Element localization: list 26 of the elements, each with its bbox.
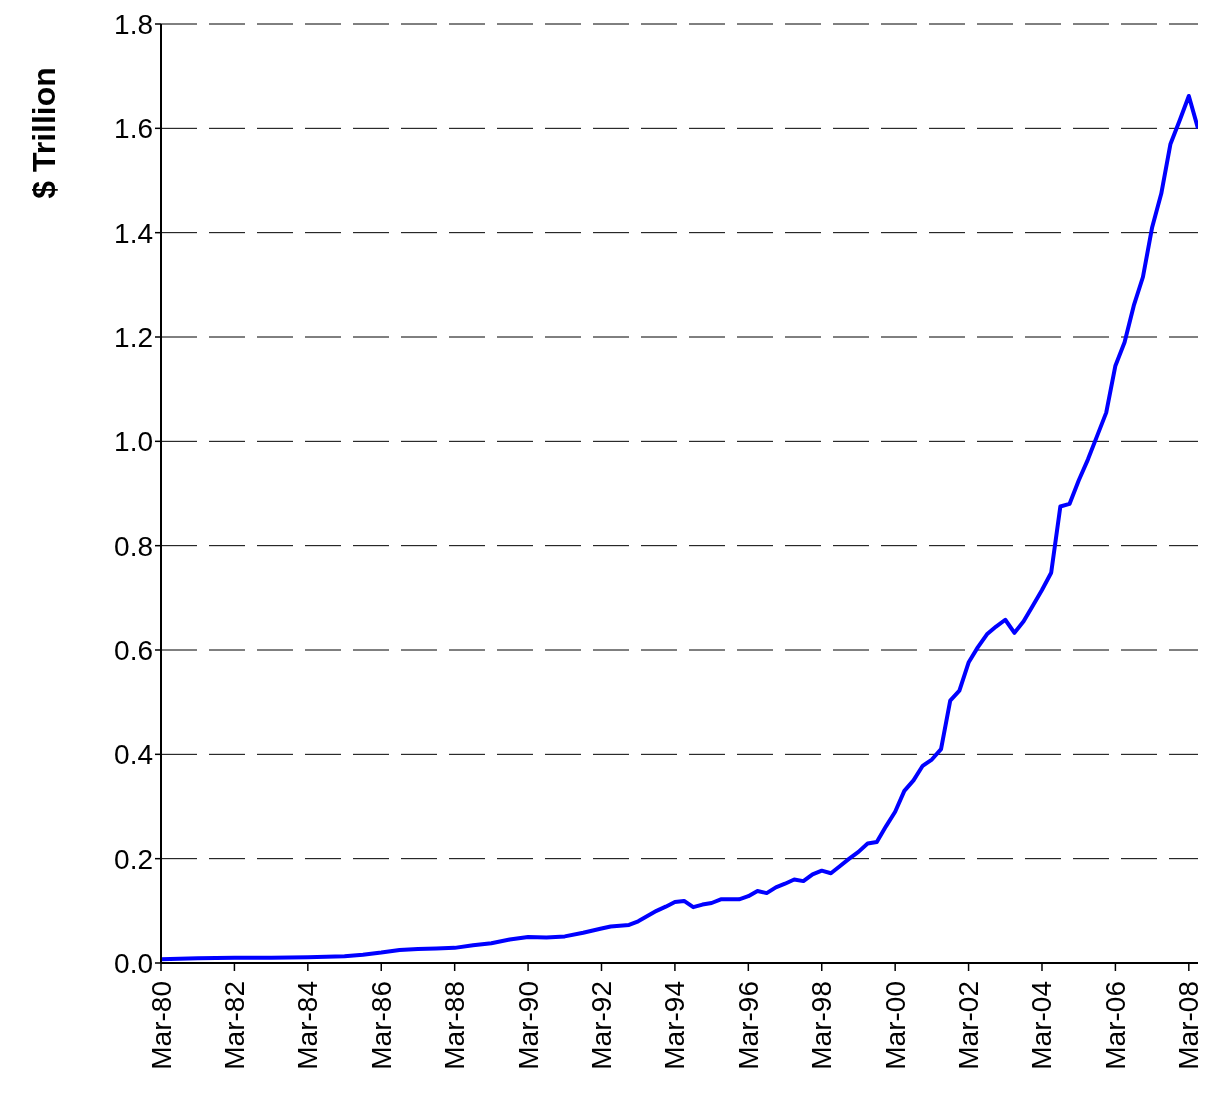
y-tick-label: 1.2 — [114, 321, 153, 353]
x-tick-label: Mar-02 — [953, 981, 985, 1070]
x-tick-label: Mar-00 — [879, 981, 911, 1070]
x-tick-label: Mar-96 — [732, 981, 764, 1070]
x-tick-label: Mar-90 — [512, 981, 544, 1070]
x-tick-label: Mar-98 — [806, 981, 838, 1070]
x-tick-label: Mar-88 — [439, 981, 471, 1070]
y-tick-label: 1.0 — [114, 426, 153, 458]
x-tick-label: Mar-84 — [292, 981, 324, 1070]
x-tick-label: Mar-86 — [365, 981, 397, 1070]
y-tick-label: 0.8 — [114, 530, 153, 562]
y-tick-label: 0.6 — [114, 634, 153, 666]
y-axis-title: $ Trillion — [26, 67, 62, 199]
x-tick-label: Mar-04 — [1026, 981, 1058, 1070]
x-tick-label: Mar-06 — [1099, 981, 1131, 1070]
x-tick-label: Mar-94 — [659, 981, 691, 1070]
y-tick-label: 0.0 — [114, 947, 153, 979]
y-tick-label: 0.2 — [114, 843, 153, 875]
x-tick-label: Mar-80 — [145, 981, 177, 1070]
x-tick-label: Mar-08 — [1173, 981, 1205, 1070]
x-tick-label: Mar-92 — [586, 981, 617, 1070]
y-tick-label: 1.4 — [114, 217, 153, 249]
y-tick-label: 1.6 — [114, 113, 153, 145]
x-tick-label: Mar-82 — [218, 981, 250, 1070]
y-tick-label: 0.4 — [114, 739, 153, 771]
y-tick-label: 1.8 — [114, 8, 153, 40]
